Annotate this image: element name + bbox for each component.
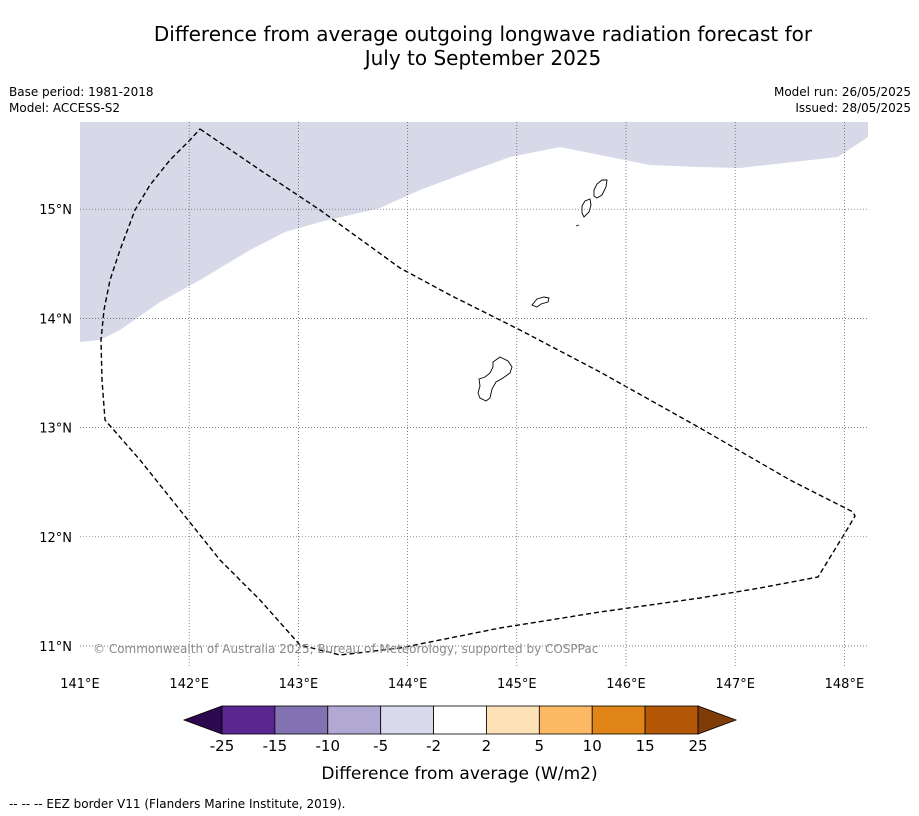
colorbar-segment [486, 705, 540, 735]
lon-tick-label: 148°E [825, 677, 865, 692]
issued-date: Issued: 28/05/2025 [795, 101, 911, 115]
lon-tick-label: 143°E [279, 677, 319, 692]
title-line-2: July to September 2025 [364, 46, 602, 70]
islands [477, 179, 608, 402]
colorbar-tick-label: 2 [482, 737, 492, 755]
lat-tick-label: 14°N [39, 312, 72, 327]
island-rota [531, 296, 550, 308]
colorbar-segment [380, 705, 434, 735]
base-period: Base period: 1981-2018 [9, 85, 154, 99]
colorbar-extend-high [697, 705, 738, 735]
colorbar-segment [644, 705, 699, 735]
colorbar-extend-low [182, 705, 223, 735]
gridlines [80, 122, 868, 668]
colorbar-segment [327, 705, 382, 735]
colorbar-tick-label: 5 [535, 737, 545, 755]
lat-tick-label: 15°N [39, 203, 72, 218]
lon-tick-label: 141°E [60, 677, 100, 692]
meta-left: Base period: 1981-2018 Model: ACCESS-S2 [9, 84, 154, 116]
model-name: Model: ACCESS-S2 [9, 101, 121, 115]
eez-legend-note: -- -- -- EEZ border V11 (Flanders Marine… [9, 797, 346, 811]
latitude-ticks: 11°N 12°N 13°N 14°N 15°N [39, 203, 72, 655]
colorbar-tick-label: -25 [210, 737, 235, 755]
colorbar-segment [591, 705, 646, 735]
colorbar-tick-label: 25 [688, 737, 707, 755]
map-title: Difference from average outgoing longwav… [90, 22, 876, 70]
island-aguijan [575, 224, 580, 227]
lat-tick-label: 11°N [39, 640, 72, 655]
island-saipan [593, 179, 608, 199]
colorbar-segment [433, 705, 487, 735]
colorbar-segment [274, 705, 329, 735]
meta-right: Model run: 26/05/2025 Issued: 28/05/2025 [774, 84, 911, 116]
lon-tick-label: 142°E [169, 677, 209, 692]
colorbar-segment [538, 705, 593, 735]
lon-tick-label: 146°E [606, 677, 646, 692]
colorbar: -25 -15 -10 -5 -2 2 5 10 15 25 [182, 705, 738, 755]
negative-anomaly-region [80, 122, 868, 342]
colorbar-tick-label: -5 [373, 737, 388, 755]
colorbar-tick-label: -10 [316, 737, 341, 755]
island-tinian [581, 198, 592, 218]
map-panel: 141°E 142°E 143°E 144°E 145°E 146°E 147°E 148°E… [39, 122, 868, 692]
colorbar-segment [221, 705, 276, 735]
island-guam [477, 356, 513, 402]
title-line-1: Difference from average outgoing longwav… [153, 22, 813, 46]
colorbar-tick-label: 10 [583, 737, 602, 755]
eez-border [100, 128, 856, 656]
longitude-ticks: 141°E 142°E 143°E 144°E 145°E 146°E 147°E 148°E [60, 677, 864, 692]
colorbar-tick-label: -2 [426, 737, 441, 755]
lon-tick-label: 144°E [388, 677, 428, 692]
lon-tick-label: 145°E [497, 677, 537, 692]
lon-tick-label: 147°E [715, 677, 755, 692]
copyright-text: © Commonwealth of Australia 2025, Bureau… [93, 642, 598, 656]
colorbar-tick-label: 15 [636, 737, 655, 755]
colorbar-tick-label: -15 [263, 737, 288, 755]
model-run: Model run: 26/05/2025 [773, 85, 911, 99]
colorbar-label: Difference from average (W/m2) [321, 764, 598, 784]
lat-tick-label: 12°N [39, 531, 72, 546]
lat-tick-label: 13°N [39, 422, 72, 437]
